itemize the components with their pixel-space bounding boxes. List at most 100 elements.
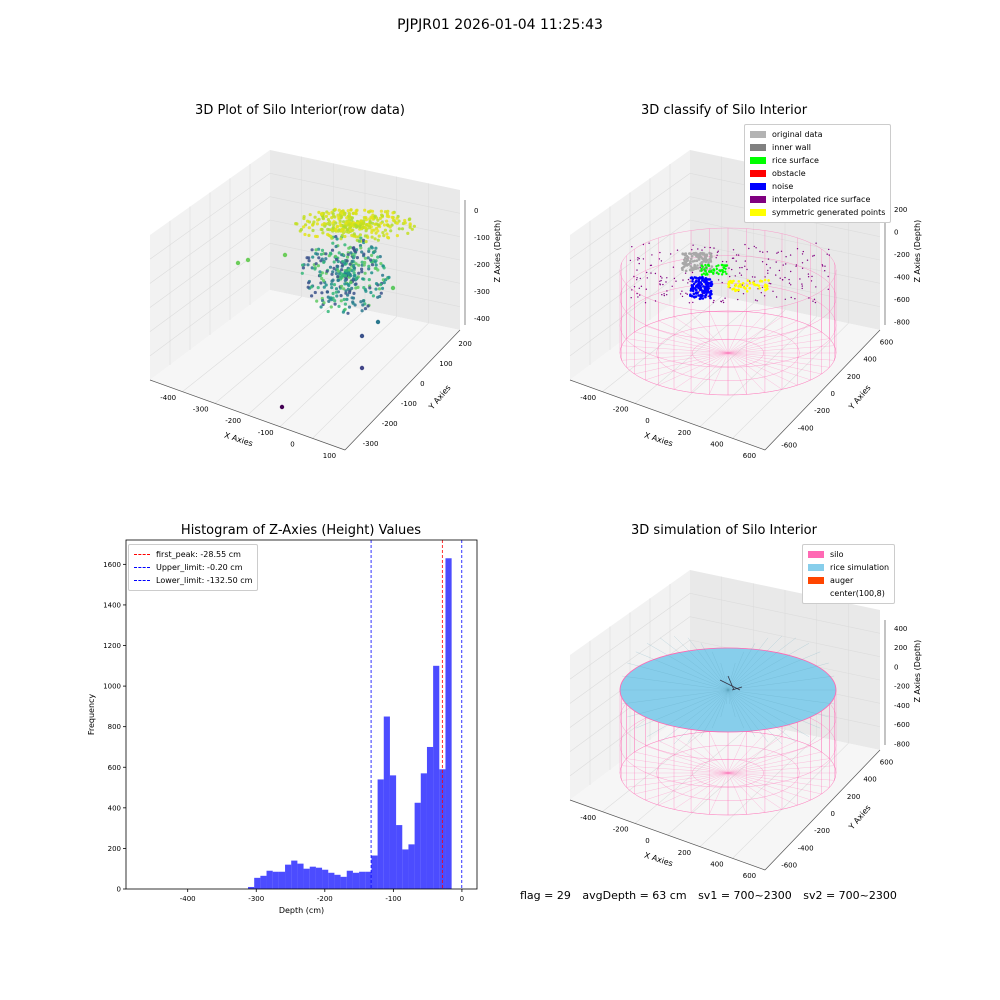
raw-point <box>373 237 377 241</box>
original-point <box>698 253 701 256</box>
original-point <box>687 263 690 266</box>
raw-point <box>337 216 341 220</box>
rice-point <box>724 270 727 273</box>
rice-point <box>700 267 703 271</box>
interpolated-point <box>722 301 725 304</box>
raw-plot-title: 3D Plot of Silo Interior(row data) <box>195 103 405 118</box>
symmetric-point <box>760 280 764 283</box>
interpolated-point <box>749 280 751 282</box>
raw-point <box>333 302 337 306</box>
interpolated-point <box>642 243 645 246</box>
noise-point <box>691 280 694 283</box>
raw-point <box>358 233 362 237</box>
rice-point <box>719 269 722 272</box>
raw-point <box>378 255 382 259</box>
original-point <box>695 259 699 262</box>
raw-point <box>341 263 345 267</box>
y-tick-label: 400 <box>108 804 121 812</box>
y-tick-label: 600 <box>880 759 893 767</box>
interpolated-point <box>631 246 633 248</box>
raw-point <box>336 278 340 282</box>
legend-swatch <box>808 577 824 584</box>
raw-point <box>348 262 352 266</box>
symmetric-point <box>742 286 746 289</box>
x-tick-label: 0 <box>645 837 649 845</box>
raw-point <box>357 271 361 275</box>
raw-point <box>352 254 356 258</box>
raw-point <box>307 233 311 237</box>
raw-point <box>350 259 354 263</box>
interpolated-point <box>701 249 703 251</box>
z-axis-label: Z Axies (Depth) <box>913 640 922 703</box>
raw-point <box>363 307 368 311</box>
x-tick-label: 600 <box>743 872 756 880</box>
interpolated-point <box>785 263 787 265</box>
histogram-bar <box>396 825 403 889</box>
raw-point <box>332 223 336 227</box>
symmetric-point <box>746 279 749 282</box>
raw-point <box>379 221 383 225</box>
original-point <box>683 253 687 257</box>
noise-point <box>693 276 696 279</box>
z-tick-label: -800 <box>894 318 910 326</box>
raw-point <box>299 227 303 232</box>
histogram-bar <box>285 864 292 889</box>
original-point <box>689 261 692 264</box>
raw-point <box>345 297 349 301</box>
histogram-bar <box>408 844 415 889</box>
silo-floor-spoke <box>727 772 835 781</box>
original-point <box>696 264 699 267</box>
silo-floor-ring <box>692 758 764 788</box>
legend-label: auger <box>830 576 854 585</box>
interpolated-point <box>645 288 647 290</box>
histogram-bar <box>278 871 286 889</box>
raw-point <box>305 256 309 260</box>
raw-point <box>382 223 387 227</box>
interpolated-point <box>748 247 750 250</box>
histogram-bar <box>420 773 427 889</box>
interpolated-point <box>744 265 746 267</box>
raw-point <box>352 232 356 236</box>
interpolated-point <box>704 246 706 249</box>
original-point <box>688 252 691 255</box>
raw-point <box>376 255 380 259</box>
raw-point <box>385 232 389 236</box>
interpolated-point <box>648 242 650 244</box>
raw-point <box>370 216 374 220</box>
raw-point <box>308 213 312 217</box>
interpolated-point <box>828 254 830 256</box>
histogram-bar <box>371 855 378 889</box>
silo-floor-spoke <box>727 772 747 815</box>
rice-point <box>700 273 704 276</box>
original-point <box>682 262 686 266</box>
y-axis-label: Y Axies <box>846 803 872 832</box>
raw-point <box>342 297 346 302</box>
noise-point <box>691 284 694 287</box>
raw-point <box>316 264 320 268</box>
histogram-bar <box>334 874 341 889</box>
silo-floor-spoke <box>727 731 747 774</box>
silo-floor-spoke <box>727 316 783 354</box>
interpolated-point <box>780 250 783 252</box>
raw-point <box>379 283 383 287</box>
interpolated-point <box>754 276 756 278</box>
outlier-point <box>282 252 288 258</box>
x-axis-line <box>149 379 346 451</box>
interpolated-point <box>799 278 801 280</box>
raw-point <box>362 263 366 267</box>
interpolated-point <box>717 250 719 252</box>
raw-point <box>386 209 390 213</box>
interpolated-point <box>732 249 735 251</box>
noise-point <box>692 282 696 286</box>
symmetric-point <box>764 288 767 292</box>
grid-line <box>732 323 849 439</box>
flag-text: flag = 29 <box>520 889 571 902</box>
raw-point <box>340 215 344 219</box>
histogram-bar <box>340 876 347 889</box>
silo-floor-spoke <box>727 320 798 354</box>
histogram-bar <box>260 875 267 889</box>
interpolated-point <box>716 251 719 253</box>
interpolated-point <box>631 289 633 291</box>
z-tick-label: 0 <box>894 228 898 236</box>
raw-point <box>330 279 334 283</box>
